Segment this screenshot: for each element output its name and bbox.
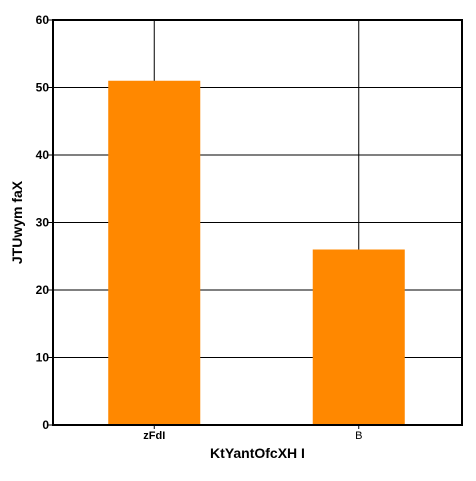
y-tick-label: 30 [36,216,50,230]
y-tick-label: 60 [36,13,50,27]
y-tick-label: 50 [36,81,50,95]
bars-layer [108,80,405,425]
x-tick-label: zFdI [143,430,165,442]
bar-zFdI [108,80,201,425]
x-axis-title: KtYantOfcXH I [210,445,305,461]
x-tick-label: B [355,430,362,442]
y-tick-label: 20 [36,283,50,297]
y-tick-label: 40 [36,148,50,162]
plot-frame [52,19,463,426]
labels-layer: 0 10 20 30 40 50 60 zFdI B [36,13,363,442]
axes-layer [48,19,463,429]
y-tick-label: 0 [42,418,49,432]
y-axis-title: JTUwym faX [9,180,25,264]
bar-B [312,249,405,425]
y-tick-label: 10 [36,351,50,365]
